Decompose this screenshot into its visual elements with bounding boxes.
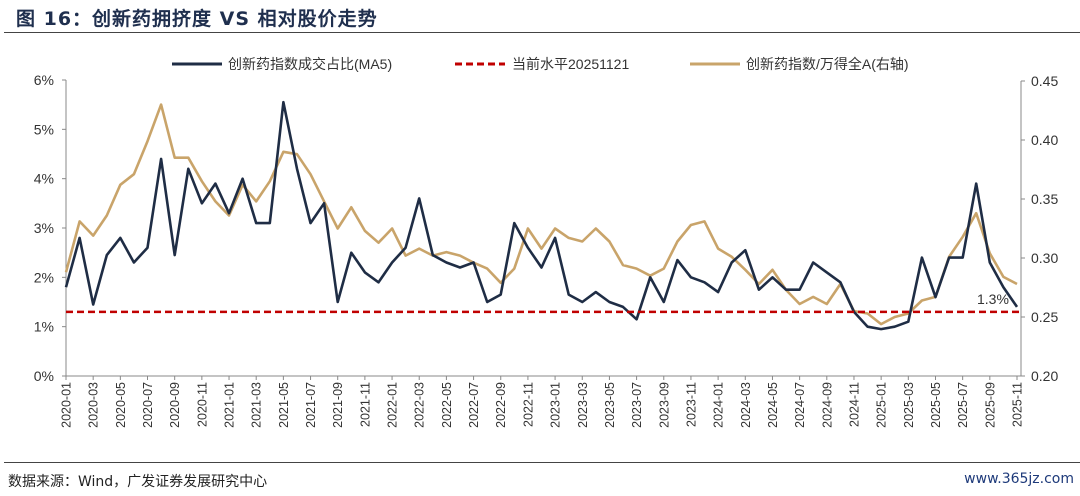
x-axis-tick-label: 2023-05	[603, 382, 617, 428]
left-axis-tick-label: 4%	[34, 171, 54, 187]
left-axis-tick-label: 6%	[34, 72, 54, 88]
x-axis-tick-label: 2024-11	[847, 382, 861, 427]
x-axis-tick-label: 2024-01	[712, 382, 726, 428]
x-axis-tick-label: 2021-05	[277, 382, 291, 428]
figure-title: 图 16：创新药拥挤度 VS 相对股价走势	[16, 8, 378, 30]
left-axis-tick-label: 1%	[34, 319, 54, 335]
right-axis-tick-label: 0.30	[1031, 250, 1058, 266]
x-axis-tick-label: 2025-07	[956, 382, 970, 428]
x-axis-tick-label: 2024-07	[793, 382, 807, 428]
x-axis-tick-label: 2024-09	[820, 382, 834, 428]
x-axis-tick-label: 2022-09	[494, 382, 508, 428]
left-axis-tick-label: 0%	[34, 368, 54, 384]
source-note: 数据来源：Wind，广发证券发展研究中心	[8, 474, 268, 490]
x-axis-tick-label: 2021-11	[358, 382, 372, 427]
x-axis-tick-label: 2023-01	[549, 382, 563, 428]
x-axis-tick-label: 2024-03	[739, 382, 753, 428]
left-axis-tick-label: 5%	[34, 121, 54, 137]
x-axis-tick-label: 2020-01	[60, 382, 74, 428]
current-level-annotation: 1.3%	[977, 291, 1009, 307]
x-axis-tick-label: 2021-09	[331, 382, 345, 428]
right-axis-tick-label: 0.20	[1031, 368, 1058, 384]
x-axis-tick-label: 2025-03	[902, 382, 916, 428]
x-axis-tick-label: 2025-01	[875, 382, 889, 428]
x-axis-tick-label: 2024-05	[766, 382, 780, 428]
right-axis-tick-label: 0.45	[1031, 73, 1058, 89]
footer-divider	[4, 462, 1080, 463]
x-axis-tick-label: 2020-07	[141, 382, 155, 428]
x-axis-tick-label: 2021-03	[250, 382, 264, 428]
left-axis-tick-label: 2%	[34, 269, 54, 285]
series-line-turnover-ratio	[64, 100, 1019, 331]
x-axis-tick-label: 2020-09	[168, 382, 182, 428]
x-axis-tick-label: 2020-05	[114, 382, 128, 428]
x-axis-tick-label: 2023-07	[630, 382, 644, 428]
x-axis-tick-label: 2023-09	[657, 382, 671, 428]
x-axis-tick-label: 2021-07	[304, 382, 318, 428]
x-axis-tick-label: 2022-07	[467, 382, 481, 428]
watermark: www.365jz.com	[964, 471, 1074, 487]
legend-label-turnover: 创新药指数成交占比(MA5)	[228, 56, 392, 72]
x-axis-tick-label: 2021-01	[223, 382, 237, 428]
x-axis-tick-label: 2023-11	[684, 382, 698, 427]
x-axis-tick-label: 2022-01	[386, 382, 400, 428]
right-axis-tick-label: 0.40	[1031, 132, 1058, 148]
left-axis-tick-label: 3%	[34, 220, 54, 236]
right-axis-tick-label: 0.25	[1031, 309, 1058, 325]
x-axis-tick-label: 2022-05	[440, 382, 454, 428]
legend-label-current-level: 当前水平20251121	[512, 56, 629, 72]
right-axis-tick-label: 0.35	[1031, 191, 1058, 207]
title-divider	[4, 32, 1080, 33]
x-axis-tick-label: 2020-03	[87, 382, 101, 428]
x-axis-tick-label: 2025-11	[1011, 382, 1025, 427]
x-axis-tick-label: 2023-03	[576, 382, 590, 428]
series-line-relative-price	[64, 103, 1018, 326]
legend: 创新药指数成交占比(MA5) 当前水平20251121 创新药指数/万得全A(右…	[172, 56, 909, 72]
x-axis-tick-label: 2025-09	[983, 382, 997, 428]
x-axis-tick-label: 2022-03	[413, 382, 427, 428]
x-axis-tick-label: 2025-05	[929, 382, 943, 428]
x-axis-tick-label: 2020-11	[195, 382, 209, 427]
legend-label-relative: 创新药指数/万得全A(右轴)	[746, 56, 909, 72]
x-axis-tick-label: 2022-11	[521, 382, 535, 427]
